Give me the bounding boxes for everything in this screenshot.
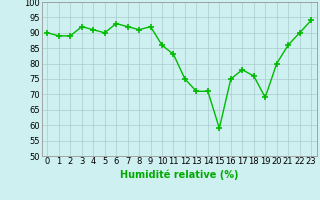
X-axis label: Humidité relative (%): Humidité relative (%) [120, 169, 238, 180]
